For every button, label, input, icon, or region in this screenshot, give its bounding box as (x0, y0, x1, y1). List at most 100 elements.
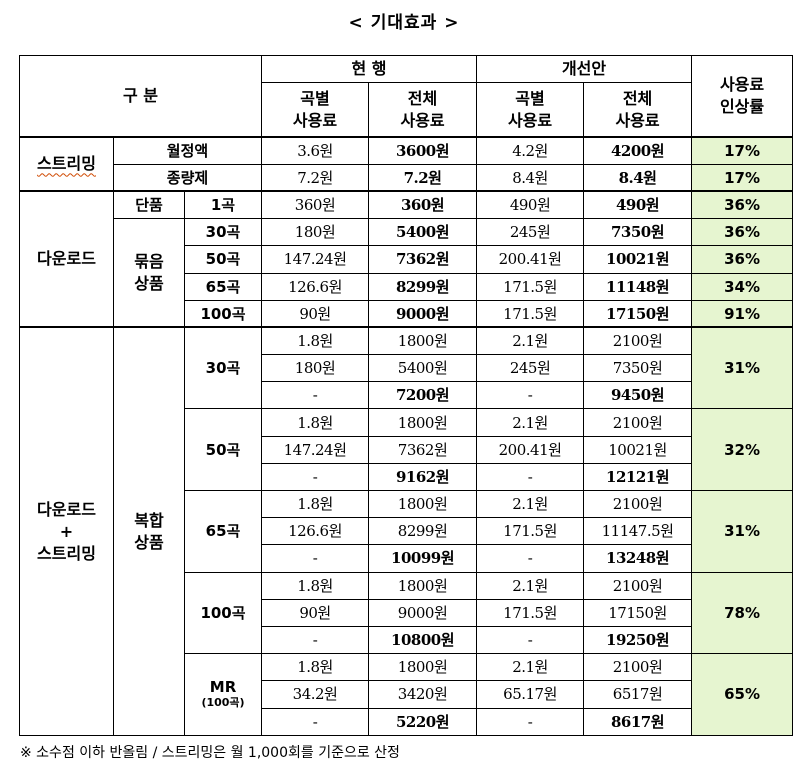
type-label: 30곡 (183, 218, 263, 247)
plus-sign: + (59, 521, 74, 541)
value-cell: 12121원 (583, 462, 693, 492)
value-cell: - (476, 625, 585, 655)
value-cell: - (261, 381, 370, 410)
rate-cell: 17% (691, 163, 794, 192)
value-cell: 7350원 (583, 218, 693, 247)
table-row: 50곡 147.24원 7362원 200.41원 10021원 36% (20, 245, 794, 274)
rate-cell: 78% (691, 571, 794, 655)
value-cell: 1800원 (368, 490, 478, 519)
value-cell: - (261, 707, 370, 736)
value-cell: 1800원 (368, 408, 478, 437)
rate-cell: 32% (691, 408, 794, 492)
value-cell: 5400원 (368, 218, 478, 247)
rate-cell: 36% (691, 218, 794, 247)
value-cell: 2100원 (583, 326, 693, 356)
header-per-song: 곡별 사용료 (261, 82, 370, 138)
table-row: 50곡 1.8원 1800원 2.1원 2100원 32% (20, 408, 794, 492)
value-cell: 2100원 (583, 490, 693, 519)
value-cell: 8299원 (368, 272, 478, 301)
value-cell: 171.5원 (476, 272, 585, 301)
value-cell: 34.2원 (261, 680, 370, 709)
value-cell: 3.6원 (261, 136, 370, 165)
value-cell: 8.4원 (476, 163, 585, 192)
table-row: 90원 9000원 171.5원 17150원 (20, 598, 793, 627)
value-cell: - (261, 462, 370, 492)
type-name: 100곡 (200, 603, 246, 622)
table-row: 종량제 7.2원 7.2원 8.4원 8.4원 17% (20, 163, 794, 192)
type-label: 100곡 (183, 571, 263, 655)
type-label: 1곡 (183, 190, 263, 220)
page-title: < 기대효과 > (348, 13, 460, 33)
value-cell: 2.1원 (476, 408, 585, 437)
value-cell: 3600원 (368, 136, 478, 165)
value-cell: - (476, 544, 585, 573)
type-label: 65곡 (183, 272, 263, 301)
value-cell: 245원 (476, 354, 585, 383)
value-cell: 7.2원 (368, 163, 478, 192)
table-row: 스트리밍 월정액 3.6원 3600원 4.2원 4200원 17% (19, 136, 794, 192)
value-cell: 4.2원 (476, 136, 585, 165)
bundle-label: 묶음 상품 (113, 218, 185, 328)
type-name: 50곡 (205, 440, 241, 459)
value-cell: 17150원 (583, 299, 693, 328)
table-row: 100곡 1.8원 1800원 2.1원 2100원 78% (20, 571, 794, 655)
value-cell: 1.8원 (261, 408, 370, 437)
type-label: 50곡 (183, 408, 263, 492)
value-cell: - (476, 707, 585, 736)
rate-cell: 31% (691, 490, 794, 573)
value-cell: 490원 (583, 190, 693, 220)
value-cell: 490원 (476, 190, 585, 220)
rate-cell: 31% (691, 326, 794, 410)
table-row: 묶음 상품 30곡 180원 5400원 245원 7350원 36% (20, 218, 794, 328)
value-cell: 200.41원 (476, 435, 585, 464)
rate-cell: 17% (691, 136, 794, 165)
value-cell: 147.24원 (261, 435, 370, 464)
type-name: 30곡 (205, 359, 241, 378)
value-cell: 171.5원 (476, 299, 585, 328)
value-cell: 5400원 (368, 354, 478, 383)
table-row: 곡별 사용료 전체 사용료 곡별 사용료 전체 사용료 (20, 82, 793, 138)
value-cell: 6517원 (583, 680, 693, 709)
value-cell: 1.8원 (261, 326, 370, 356)
header-current: 현 행 (261, 54, 478, 84)
category-download: 다운로드 (19, 190, 114, 328)
composite-label: 복합 상품 (113, 326, 185, 736)
value-cell: 1800원 (368, 326, 478, 356)
type-label: 30곡 (183, 326, 263, 410)
value-cell: - (476, 381, 585, 410)
value-cell: 2.1원 (476, 490, 585, 519)
value-cell: 8617원 (583, 707, 693, 736)
value-cell: 1800원 (368, 653, 478, 682)
table-row: 34.2원 3420원 65.17원 6517원 (20, 680, 793, 709)
type-name: 65곡 (205, 522, 241, 541)
table-row: 100곡 90원 9000원 171.5원 17150원 91% (20, 299, 794, 328)
table-row: -9162원 -12121원 (20, 462, 793, 492)
single-label: 단품 (113, 190, 185, 220)
rate-cell: 36% (691, 190, 794, 220)
value-cell: 4200원 (583, 136, 693, 165)
value-cell: 2100원 (583, 571, 693, 600)
table-row: 다운로드 단품 1곡 360원 360원 490원 490원 36% (19, 190, 794, 328)
value-cell: 180원 (261, 354, 370, 383)
value-cell: 1.8원 (261, 571, 370, 600)
value-cell: - (476, 462, 585, 492)
value-cell: 8299원 (368, 517, 478, 546)
value-cell: 9162원 (368, 462, 478, 492)
table-row: -10800원 -19250원 (20, 625, 793, 655)
table-row: -5220원 -8617원 (20, 707, 793, 736)
value-cell: 5220원 (368, 707, 478, 736)
type-label: MR (100곡) (183, 653, 263, 736)
value-cell: 3420원 (368, 680, 478, 709)
rate-cell: 34% (691, 272, 794, 301)
value-cell: 147.24원 (261, 245, 370, 274)
table-row: -7200원 -9450원 (20, 381, 793, 410)
value-cell: 7350원 (583, 354, 693, 383)
value-cell: 360원 (368, 190, 478, 220)
value-cell: 11147.5원 (583, 517, 693, 546)
value-cell: 2.1원 (476, 326, 585, 356)
header-total: 전체 사용료 (583, 82, 693, 138)
type-label: 100곡 (183, 299, 263, 328)
value-cell: 360원 (261, 190, 370, 220)
value-cell: 7200원 (368, 381, 478, 410)
